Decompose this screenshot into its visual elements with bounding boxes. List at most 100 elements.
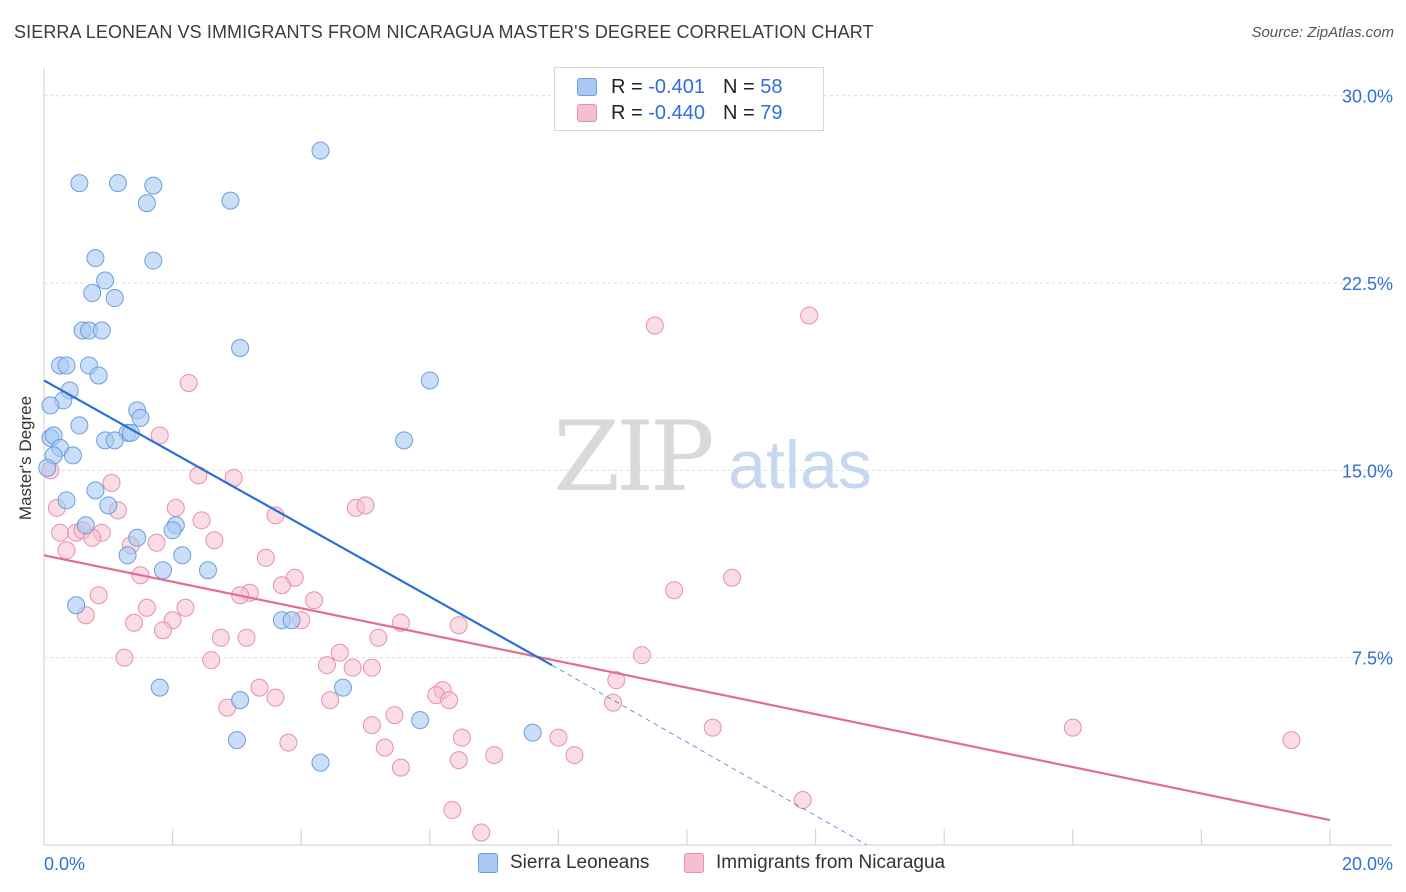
nicaragua-point bbox=[147, 533, 166, 552]
nicaragua-point bbox=[375, 738, 394, 757]
sierra-leonean-trend-line bbox=[43, 379, 553, 667]
nicaragua-point bbox=[330, 643, 349, 662]
nicaragua-point bbox=[57, 541, 76, 560]
nicaragua-point bbox=[192, 511, 211, 530]
sierra-leonean-point bbox=[70, 174, 89, 193]
legend-label-sierra-leoneans: Sierra Leoneans bbox=[510, 852, 650, 873]
nicaragua-point bbox=[179, 373, 198, 392]
watermark-zip: ZIP bbox=[553, 401, 712, 513]
legend-n-label: N = bbox=[722, 75, 755, 98]
sierra-leonean-point bbox=[163, 521, 182, 540]
sierra-leonean-point bbox=[144, 251, 163, 270]
sierra-leonean-point bbox=[38, 458, 57, 477]
legend-r-value: -0.440 bbox=[648, 101, 705, 124]
nicaragua-point bbox=[723, 568, 742, 587]
nicaragua-point bbox=[1282, 731, 1301, 750]
sierra-leonean-point bbox=[173, 546, 192, 565]
nicaragua-point bbox=[237, 628, 256, 647]
nicaragua-point bbox=[137, 598, 156, 617]
nicaragua-point bbox=[51, 523, 70, 542]
axes bbox=[43, 68, 1392, 846]
nicaragua-point bbox=[279, 733, 298, 752]
sierra-leonean-point bbox=[144, 176, 163, 195]
sierra-leonean-point bbox=[137, 194, 156, 213]
legend-swatch-pink bbox=[684, 853, 704, 873]
nicaragua-point bbox=[452, 728, 471, 747]
sierra-leonean-point bbox=[63, 446, 82, 465]
sierra-leonean-point bbox=[92, 321, 111, 340]
nicaragua-point bbox=[632, 646, 651, 665]
nicaragua-point bbox=[485, 746, 504, 765]
legend-n-value: 79 bbox=[760, 101, 783, 124]
nicaragua-point bbox=[205, 531, 224, 550]
x-tick-label: 20.0% bbox=[1342, 854, 1393, 874]
sierra-leonean-points bbox=[38, 141, 542, 772]
nicaragua-point bbox=[343, 658, 362, 677]
legend-label-nicaragua: Immigrants from Nicaragua bbox=[716, 852, 946, 873]
nicaragua-trend-line bbox=[43, 554, 1331, 822]
nicaragua-point bbox=[703, 718, 722, 737]
sierra-leonean-point bbox=[83, 284, 102, 303]
nicaragua-point bbox=[604, 693, 623, 712]
nicaragua-point bbox=[153, 621, 172, 640]
nicaragua-point bbox=[115, 648, 134, 667]
nicaragua-point bbox=[317, 656, 336, 675]
nicaragua-point bbox=[266, 688, 285, 707]
legend-r-label: R = bbox=[611, 101, 643, 124]
sierra-leonean-point bbox=[41, 396, 60, 415]
legend-item-nicaragua: Immigrants from Nicaragua bbox=[684, 852, 945, 874]
legend-swatch-blue bbox=[478, 853, 498, 873]
sierra-leonean-point bbox=[89, 366, 108, 385]
nicaragua-point bbox=[391, 758, 410, 777]
nicaragua-point bbox=[166, 498, 185, 517]
sierra-leonean-point bbox=[105, 289, 124, 308]
legend-r-label: R = bbox=[611, 75, 643, 98]
nicaragua-point bbox=[102, 473, 121, 492]
correlation-legend: R = -0.401 N = 58 R = -0.440 N = 79 bbox=[554, 67, 824, 131]
sierra-leonean-point bbox=[76, 516, 95, 535]
sierra-leonean-point bbox=[70, 416, 89, 435]
nicaragua-point bbox=[793, 791, 812, 810]
nicaragua-point bbox=[443, 801, 462, 820]
legend-swatch-blue bbox=[577, 78, 597, 96]
chart-title: SIERRA LEONEAN VS IMMIGRANTS FROM NICARA… bbox=[14, 22, 874, 42]
nicaragua-point bbox=[125, 613, 144, 632]
sierra-leonean-point bbox=[67, 596, 86, 615]
sierra-leonean-point bbox=[523, 723, 542, 742]
legend-n-value: 58 bbox=[760, 75, 783, 98]
nicaragua-point bbox=[305, 591, 324, 610]
tick-labels: 7.5% 15.0% 22.5% 30.0% 0.0% 20.0% bbox=[44, 87, 1393, 874]
source-note: Source: ZipAtlas.com bbox=[1251, 24, 1394, 41]
sierra-leonean-point bbox=[411, 711, 430, 730]
gridlines bbox=[44, 95, 1392, 659]
nicaragua-point bbox=[565, 746, 584, 765]
sierra-leonean-point bbox=[131, 408, 150, 427]
immigrants-nicaragua-points bbox=[41, 306, 1301, 842]
sierra-leonean-point bbox=[86, 249, 105, 268]
nicaragua-point bbox=[272, 576, 291, 595]
nicaragua-point bbox=[89, 586, 108, 605]
legend-r-value: -0.401 bbox=[648, 75, 705, 98]
trend-lines bbox=[43, 379, 1331, 846]
nicaragua-point bbox=[472, 823, 491, 842]
sierra-leonean-trend-extension bbox=[551, 664, 868, 846]
sierra-leonean-point bbox=[311, 141, 330, 160]
sierra-leonean-point bbox=[231, 338, 250, 357]
sierra-leonean-point bbox=[420, 371, 439, 390]
sierra-leonean-point bbox=[57, 356, 76, 375]
nicaragua-point bbox=[321, 691, 340, 710]
sierra-leonean-point bbox=[150, 678, 169, 697]
legend-row-nicaragua: R = -0.440 N = 79 bbox=[577, 100, 782, 126]
sierra-leonean-point bbox=[231, 691, 250, 710]
nicaragua-point bbox=[549, 728, 568, 747]
sierra-leonean-point bbox=[153, 561, 172, 580]
sierra-leonean-point bbox=[227, 731, 246, 750]
sierra-leonean-point bbox=[96, 271, 115, 290]
sierra-leonean-point bbox=[395, 431, 414, 450]
nicaragua-point bbox=[385, 706, 404, 725]
nicaragua-point bbox=[356, 496, 375, 515]
legend-item-sierra-leoneans: Sierra Leoneans bbox=[478, 852, 649, 874]
nicaragua-point bbox=[362, 716, 381, 735]
sierra-leonean-point bbox=[128, 528, 147, 547]
sierra-leonean-point bbox=[108, 174, 127, 193]
